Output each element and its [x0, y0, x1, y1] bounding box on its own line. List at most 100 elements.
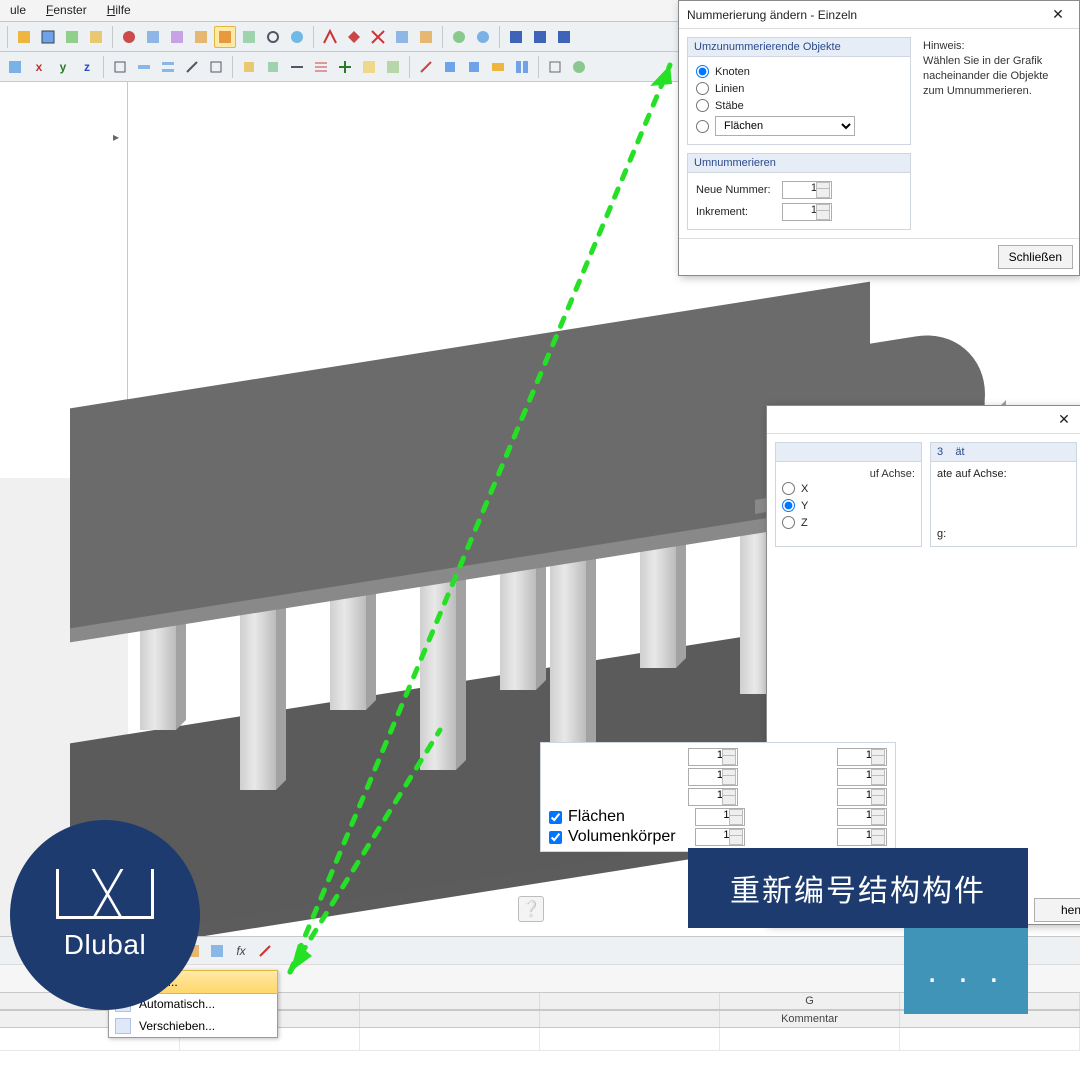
spinner[interactable]: 1	[837, 788, 887, 806]
tool-icon[interactable]	[166, 26, 188, 48]
close-icon[interactable]: ✕	[1045, 5, 1071, 25]
fx-icon[interactable]: fx	[230, 940, 252, 962]
tool-icon[interactable]	[472, 26, 494, 48]
group-title: Umzunummerierende Objekte	[688, 38, 910, 57]
spinner[interactable]: 1	[695, 808, 745, 826]
menu-module[interactable]: ule	[0, 0, 36, 21]
label: Inkrement:	[696, 206, 776, 218]
menu-help[interactable]: Hilfe	[97, 0, 141, 21]
object-type-select[interactable]: Flächen	[715, 116, 855, 136]
col-header[interactable]: Kommentar	[720, 1011, 900, 1027]
tool-icon[interactable]	[118, 26, 140, 48]
tool-icon[interactable]	[85, 26, 107, 48]
tool-icon[interactable]	[205, 56, 227, 78]
spinner[interactable]: 1	[688, 788, 738, 806]
tool-icon[interactable]	[214, 26, 236, 48]
axis-label: uf Achse:	[782, 468, 915, 480]
close-icon[interactable]: ✕	[1051, 410, 1077, 430]
tool-icon[interactable]	[181, 56, 203, 78]
title-badge: 重新编号结构构件	[688, 848, 1028, 928]
help-icon[interactable]: ❔	[518, 896, 544, 922]
tool-icon[interactable]	[262, 26, 284, 48]
radio-staebe[interactable]: Stäbe	[696, 97, 902, 114]
spinner[interactable]: 1	[688, 768, 738, 786]
tool-icon[interactable]	[334, 56, 356, 78]
spinner[interactable]: 1	[695, 828, 745, 846]
group-title: Umnummerieren	[688, 154, 910, 173]
radio-z[interactable]: Z	[782, 514, 915, 531]
tool-icon[interactable]	[286, 56, 308, 78]
tool-icon[interactable]	[391, 26, 413, 48]
tool-icon[interactable]	[142, 26, 164, 48]
renumber-group: Umnummerieren Neue Nummer: 1 Inkrement: 1	[687, 153, 911, 230]
tool-icon[interactable]	[382, 56, 404, 78]
tool-y-icon[interactable]: y	[52, 56, 74, 78]
renumber-dialog: Nummerierung ändern - Einzeln ✕ Umzunumm…	[678, 0, 1080, 276]
radio-knoten[interactable]: Knoten	[696, 63, 902, 80]
spinner[interactable]: 1	[837, 808, 887, 826]
dlubal-logo: Dlubal	[10, 820, 200, 1010]
renumber-shift-icon	[115, 1018, 131, 1034]
tool-icon[interactable]	[463, 56, 485, 78]
left-menu[interactable]	[0, 82, 128, 478]
radio-linien[interactable]: Linien	[696, 80, 902, 97]
increment-spinner[interactable]: 1	[782, 203, 832, 221]
check-volumen[interactable]	[549, 831, 562, 844]
tool-icon[interactable]	[415, 56, 437, 78]
spinner[interactable]: 1	[837, 828, 887, 846]
radio-flaechen[interactable]: Flächen	[696, 114, 902, 138]
tool-icon[interactable]	[568, 56, 590, 78]
label: Neue Nummer:	[696, 184, 776, 196]
new-number-spinner[interactable]: 1	[782, 181, 832, 199]
tool-icon[interactable]	[157, 56, 179, 78]
close-button-2[interactable]: hen	[1034, 898, 1080, 922]
brand-name: Dlubal	[64, 929, 146, 961]
tool-icon[interactable]	[238, 56, 260, 78]
tool-icon[interactable]	[109, 56, 131, 78]
tool-icon[interactable]	[448, 26, 470, 48]
tool-icon[interactable]	[553, 26, 575, 48]
tool-icon[interactable]	[262, 56, 284, 78]
check-flaechen[interactable]	[549, 811, 562, 824]
tool-icon[interactable]	[544, 56, 566, 78]
tool-icon[interactable]	[310, 56, 332, 78]
tool-icon[interactable]	[529, 26, 551, 48]
tool-icon[interactable]	[505, 26, 527, 48]
col-header[interactable]: G	[720, 993, 900, 1009]
tool-x-icon[interactable]: x	[28, 56, 50, 78]
tool-icon[interactable]	[61, 26, 83, 48]
tool-icon[interactable]	[487, 56, 509, 78]
left-menu-item[interactable]	[0, 126, 127, 148]
tool-icon[interactable]	[206, 940, 228, 962]
bridge-icon	[56, 869, 154, 919]
tool-icon[interactable]	[37, 26, 59, 48]
tool-icon[interactable]	[415, 26, 437, 48]
tool-icon[interactable]	[133, 56, 155, 78]
tool-z-icon[interactable]: z	[76, 56, 98, 78]
tool-icon[interactable]	[190, 26, 212, 48]
objects-group: Umzunummerierende Objekte Knoten Linien …	[687, 37, 911, 145]
tool-icon[interactable]	[238, 26, 260, 48]
tool-icon[interactable]	[254, 940, 276, 962]
tool-icon[interactable]	[439, 56, 461, 78]
dialog-title: Nummerierung ändern - Einzeln	[687, 8, 857, 22]
tool-icon[interactable]	[367, 26, 389, 48]
spinner[interactable]: 1	[688, 748, 738, 766]
spinner[interactable]: 1	[837, 748, 887, 766]
tool-icon[interactable]	[286, 26, 308, 48]
spinner[interactable]: 1	[837, 768, 887, 786]
ctx-shift[interactable]: Verschieben...	[109, 1015, 277, 1037]
menu-window[interactable]: FFensterenster	[36, 0, 97, 21]
radio-y[interactable]: Y	[782, 497, 915, 514]
dots-badge: . . .	[904, 928, 1028, 1014]
tool-icon[interactable]	[511, 56, 533, 78]
tool-icon[interactable]	[358, 56, 380, 78]
tool-icon[interactable]	[4, 56, 26, 78]
label: g:	[937, 528, 1070, 540]
left-menu-item[interactable]	[0, 412, 127, 434]
tool-icon[interactable]	[343, 26, 365, 48]
tool-icon[interactable]	[319, 26, 341, 48]
radio-x[interactable]: X	[782, 480, 915, 497]
close-button[interactable]: Schließen	[998, 245, 1073, 269]
tool-icon[interactable]	[13, 26, 35, 48]
